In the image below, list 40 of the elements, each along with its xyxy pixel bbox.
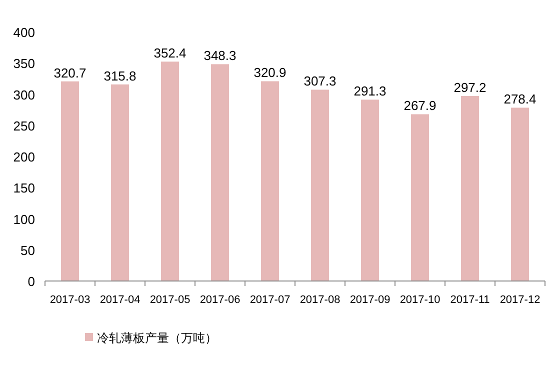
bar [461, 96, 479, 281]
data-label: 291.3 [354, 84, 386, 99]
y-tick-label: 350 [13, 56, 35, 72]
bar [311, 90, 329, 281]
y-tick-label: 150 [13, 180, 35, 196]
bar [511, 108, 529, 281]
data-label: 348.3 [204, 48, 236, 64]
x-tick-label: 2017-04 [100, 294, 140, 306]
y-tick-label: 100 [13, 212, 35, 227]
x-tick-label: 2017-06 [200, 294, 240, 306]
x-tick-label: 2017-08 [300, 294, 340, 306]
x-tick-label: 2017-05 [150, 294, 190, 306]
data-label: 320.7 [54, 65, 86, 80]
data-label: 278.4 [504, 92, 536, 107]
y-tick-label: 0 [28, 274, 35, 289]
y-tick-label: 50 [20, 242, 35, 258]
y-tick-label: 250 [13, 118, 35, 134]
y-tick-label: 200 [13, 150, 35, 164]
data-label: 307.3 [304, 74, 336, 89]
bar [361, 100, 379, 281]
bar [211, 64, 229, 281]
x-tick-label: 2017-09 [350, 294, 390, 306]
bar [111, 84, 129, 281]
data-label: 315.8 [104, 68, 136, 84]
bar [261, 81, 279, 281]
x-tick-label: 2017-11 [450, 294, 490, 306]
x-tick-label: 2017-03 [50, 294, 90, 306]
x-tick-label: 2017-07 [250, 294, 290, 306]
data-label: 352.4 [154, 46, 186, 61]
data-label: 267.9 [404, 98, 436, 114]
data-label: 320.9 [254, 65, 286, 80]
bar [411, 114, 429, 281]
legend-label: 冷轧薄板产量（万吨） [97, 331, 217, 345]
data-label: 297.2 [454, 80, 486, 95]
x-tick-label: 2017-10 [400, 294, 440, 306]
y-tick-label: 300 [13, 87, 35, 102]
bar [61, 81, 79, 281]
x-tick-label: 2017-12 [500, 294, 540, 306]
bar [161, 62, 179, 281]
y-tick-label: 400 [13, 25, 35, 40]
